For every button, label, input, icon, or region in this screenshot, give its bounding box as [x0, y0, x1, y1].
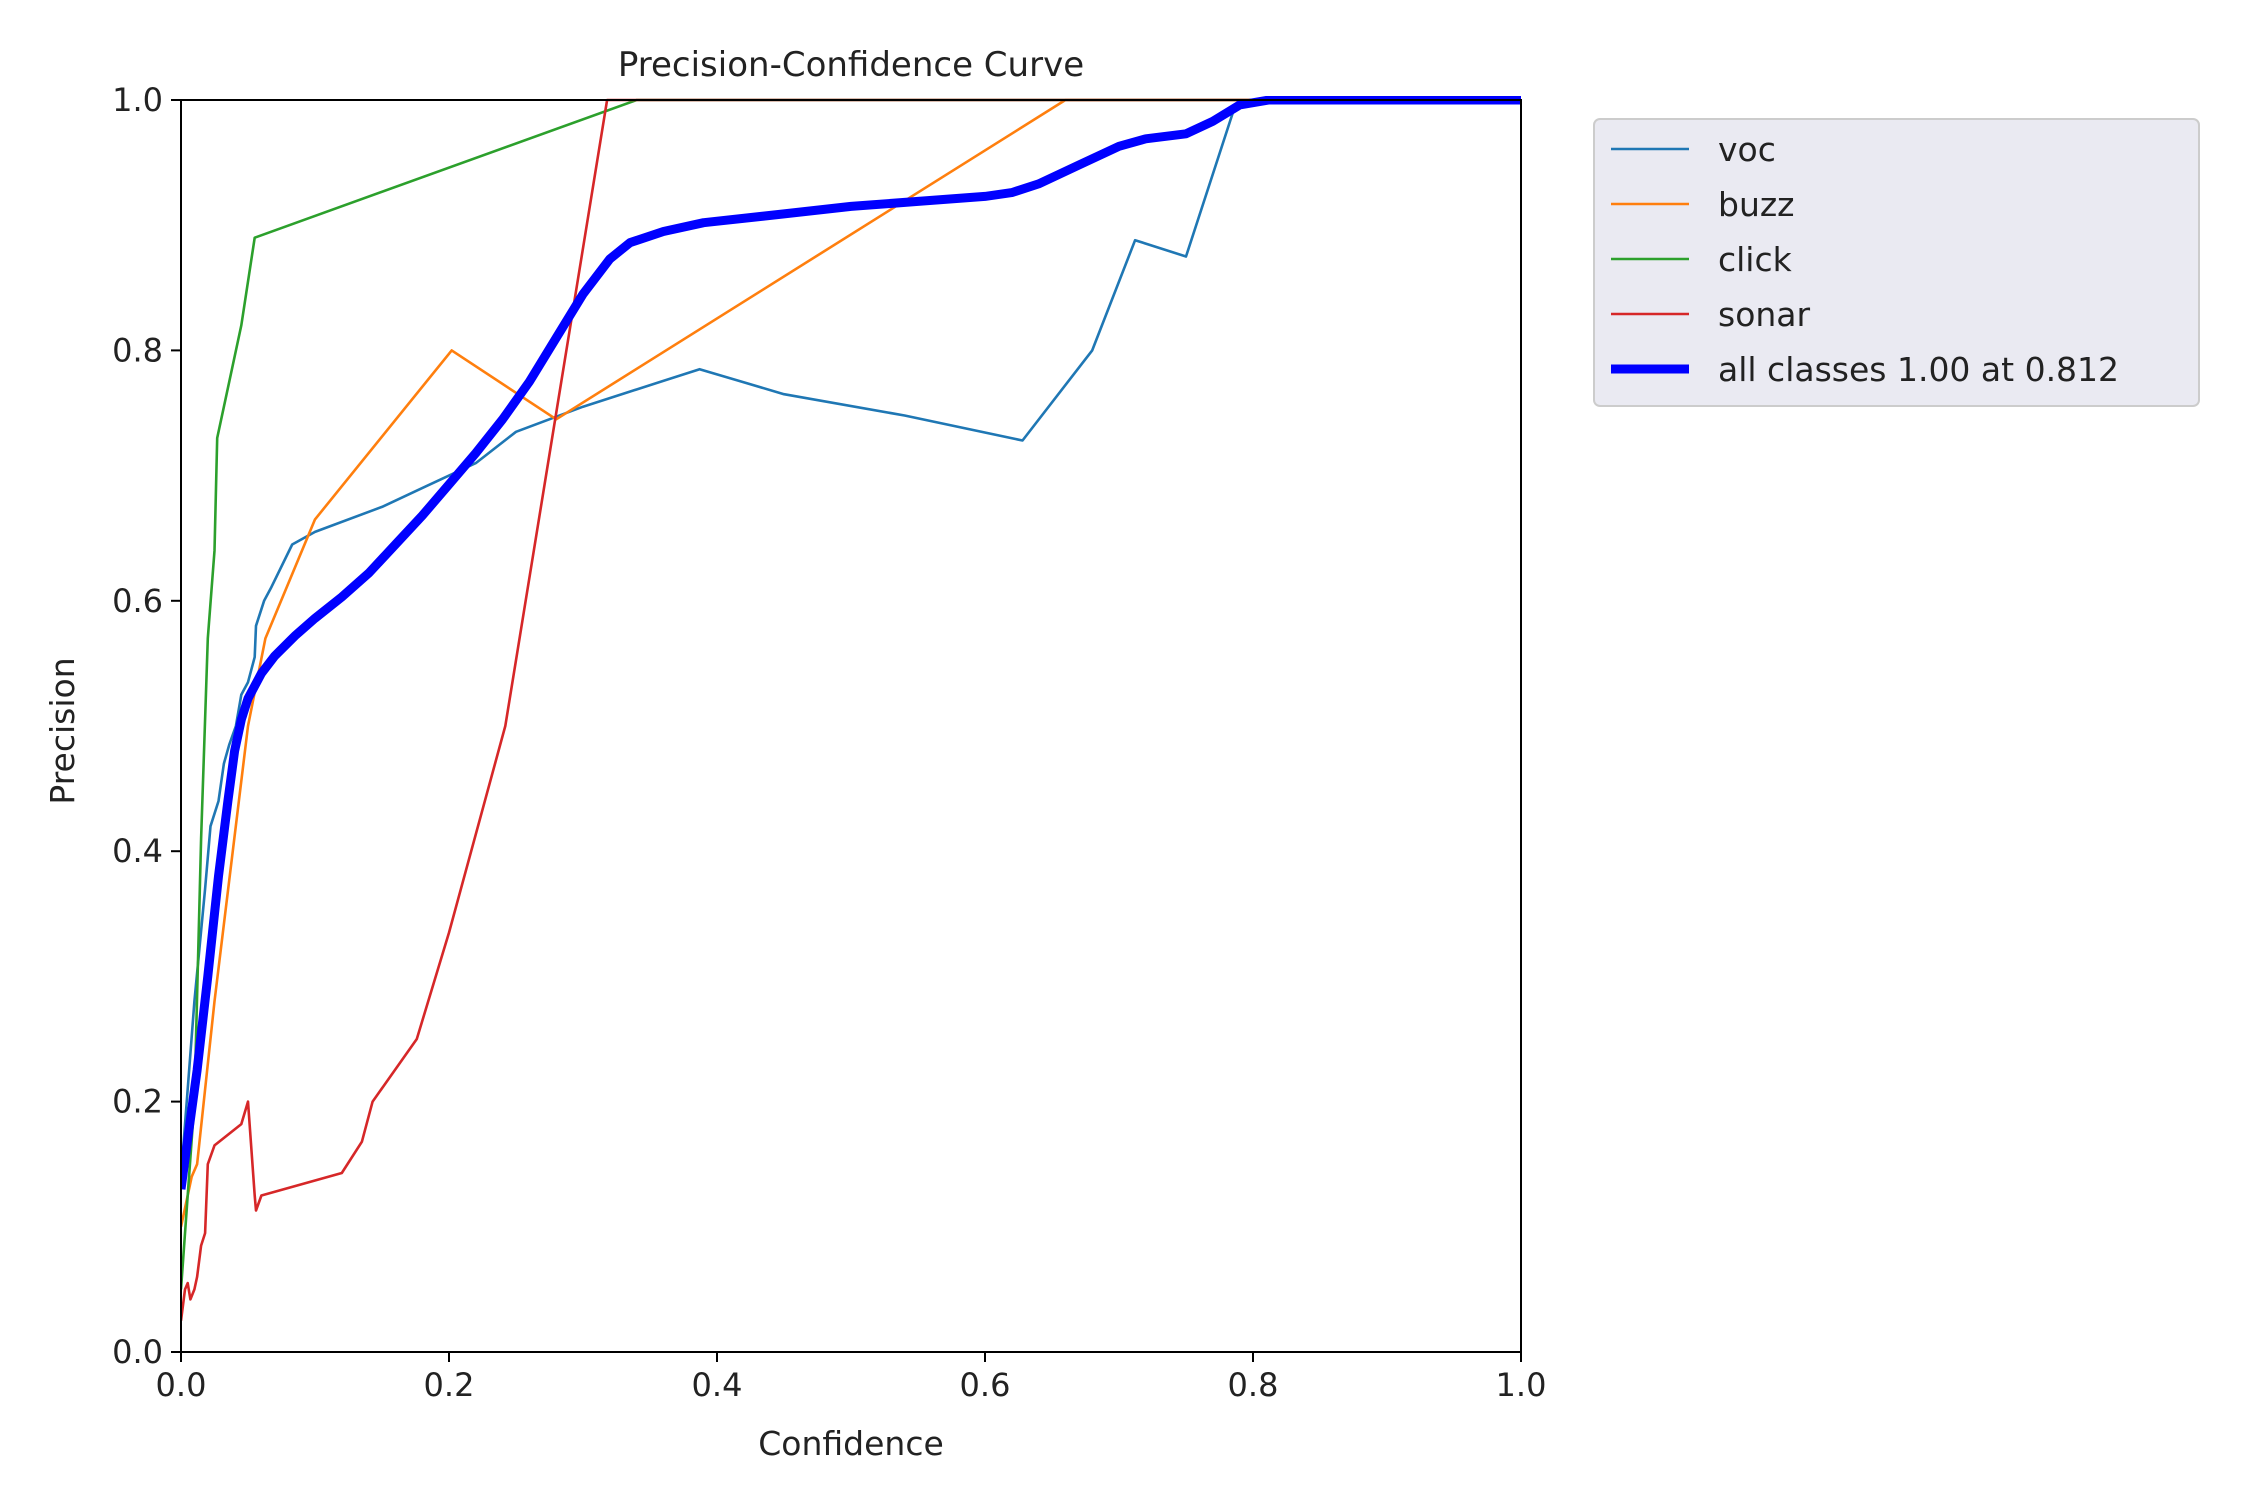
x-tick-label: 1.0 — [1496, 1366, 1547, 1404]
legend: voc buzz click sonar all classes 1.00 at 0.8… — [1593, 118, 2200, 407]
y-axis-ticks: 0.0 0.2 0.4 0.6 0.8 1.0 — [112, 81, 181, 1371]
y-tick-label: 1.0 — [112, 81, 163, 119]
x-tick-label: 0.4 — [692, 1366, 743, 1404]
x-tick-label: 0.2 — [424, 1366, 475, 1404]
x-tick-label: 0.6 — [960, 1366, 1011, 1404]
series-line-sonar — [181, 98, 1521, 1321]
x-axis-label: Confidence — [758, 1424, 944, 1463]
x-tick-label: 0.8 — [1228, 1366, 1279, 1404]
x-axis-ticks: 0.0 0.2 0.4 0.6 0.8 1.0 — [156, 1352, 1547, 1404]
legend-label: click — [1718, 240, 1793, 279]
legend-entry-all-classes-1-00-at-0-812: all classes 1.00 at 0.812 — [1611, 350, 2119, 389]
series-line-all-classes-1-00-at-0-812 — [181, 96, 1521, 1190]
legend-label: sonar — [1718, 295, 1811, 334]
legend-entry-sonar: sonar — [1611, 295, 1811, 334]
plot-series-group — [181, 96, 1521, 1321]
series-line-buzz — [181, 98, 1521, 1228]
y-axis-label: Precision — [43, 657, 82, 804]
x-tick-label: 0.0 — [156, 1366, 207, 1404]
series-line-voc — [181, 98, 1521, 1177]
legend-label: buzz — [1718, 185, 1795, 224]
y-tick-label: 0.2 — [112, 1083, 163, 1121]
legend-label: all classes 1.00 at 0.812 — [1718, 350, 2119, 389]
y-tick-label: 0.0 — [112, 1333, 163, 1371]
legend-entry-voc: voc — [1611, 130, 1776, 169]
legend-entry-click: click — [1611, 240, 1793, 279]
y-tick-label: 0.4 — [112, 832, 163, 870]
legend-entry-buzz: buzz — [1611, 185, 1795, 224]
legend-label: voc — [1718, 130, 1776, 169]
chart-title: Precision-Confidence Curve — [618, 45, 1084, 85]
y-tick-label: 0.6 — [112, 582, 163, 620]
y-tick-label: 0.8 — [112, 331, 163, 369]
plot-frame — [180, 99, 1522, 1353]
series-line-click — [181, 98, 1521, 1290]
legend-box — [1593, 118, 2200, 407]
